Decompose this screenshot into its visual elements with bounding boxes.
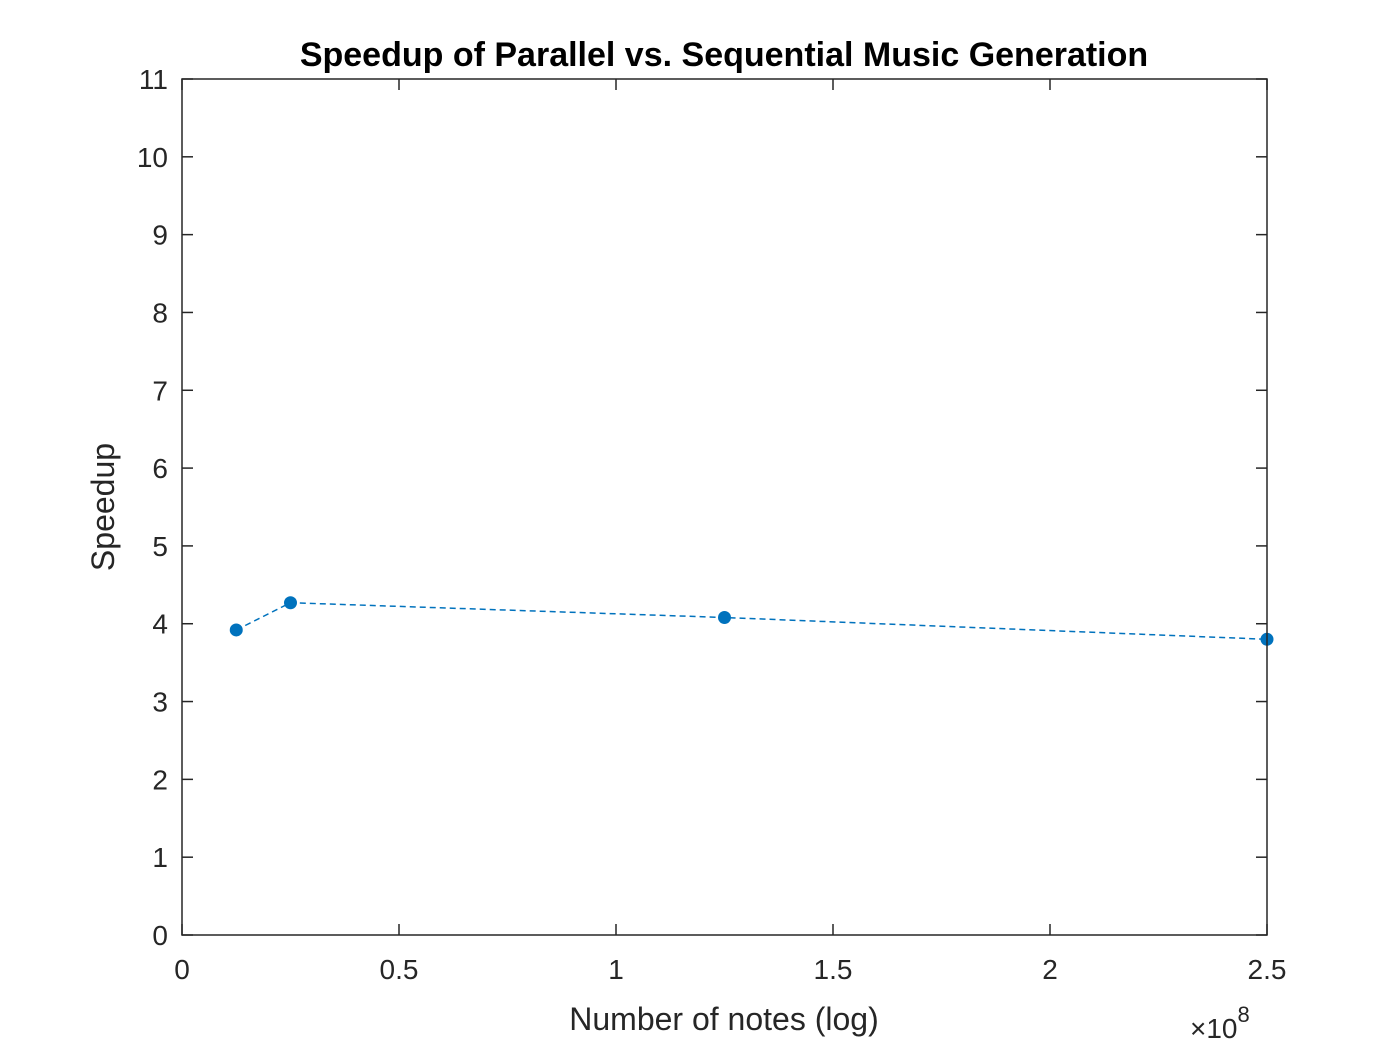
x-axis-label: Number of notes (log)	[569, 1001, 878, 1037]
y-tick-label: 10	[137, 142, 168, 173]
series-line	[235, 601, 1268, 641]
y-tick-label: 2	[152, 764, 168, 795]
y-tick-label: 7	[152, 375, 168, 406]
data-point	[718, 611, 731, 625]
y-axis-label: Speedup	[85, 443, 121, 571]
x-tick-label: 2	[1042, 954, 1058, 985]
y-tick-label: 11	[139, 64, 168, 95]
tick-labels: 0 0.5 1 1.5 2 2.5 0 1 2 3 4 5 6 7 8 9 10 11	[137, 64, 1287, 985]
y-tick-label: 0	[152, 920, 168, 951]
x-tick-label: 2.5	[1248, 954, 1287, 985]
data-point	[229, 623, 243, 637]
x-axis-exponent-base: ×10	[1190, 1013, 1238, 1044]
x-tick-label: 0.5	[380, 954, 419, 985]
plot-area	[182, 79, 1267, 935]
y-tick-label: 9	[152, 220, 168, 251]
x-tick-label: 1	[608, 954, 624, 985]
y-tick-label: 8	[152, 297, 168, 328]
axes-box	[181, 78, 1268, 936]
y-tick-label: 4	[152, 609, 168, 640]
y-tick-label: 3	[152, 687, 168, 718]
y-tick-label: 6	[152, 453, 168, 484]
x-tick-label: 1.5	[814, 954, 853, 985]
x-axis-exponent: ×108	[1190, 1002, 1250, 1044]
series-group	[229, 596, 1274, 646]
x-tick-label: 0	[174, 954, 190, 985]
y-tick-label: 1	[152, 842, 168, 873]
chart-title: Speedup of Parallel vs. Sequential Music…	[300, 36, 1148, 74]
data-point	[284, 596, 297, 610]
y-tick-label: 5	[152, 531, 168, 562]
x-axis-exponent-power: 8	[1238, 1002, 1250, 1027]
